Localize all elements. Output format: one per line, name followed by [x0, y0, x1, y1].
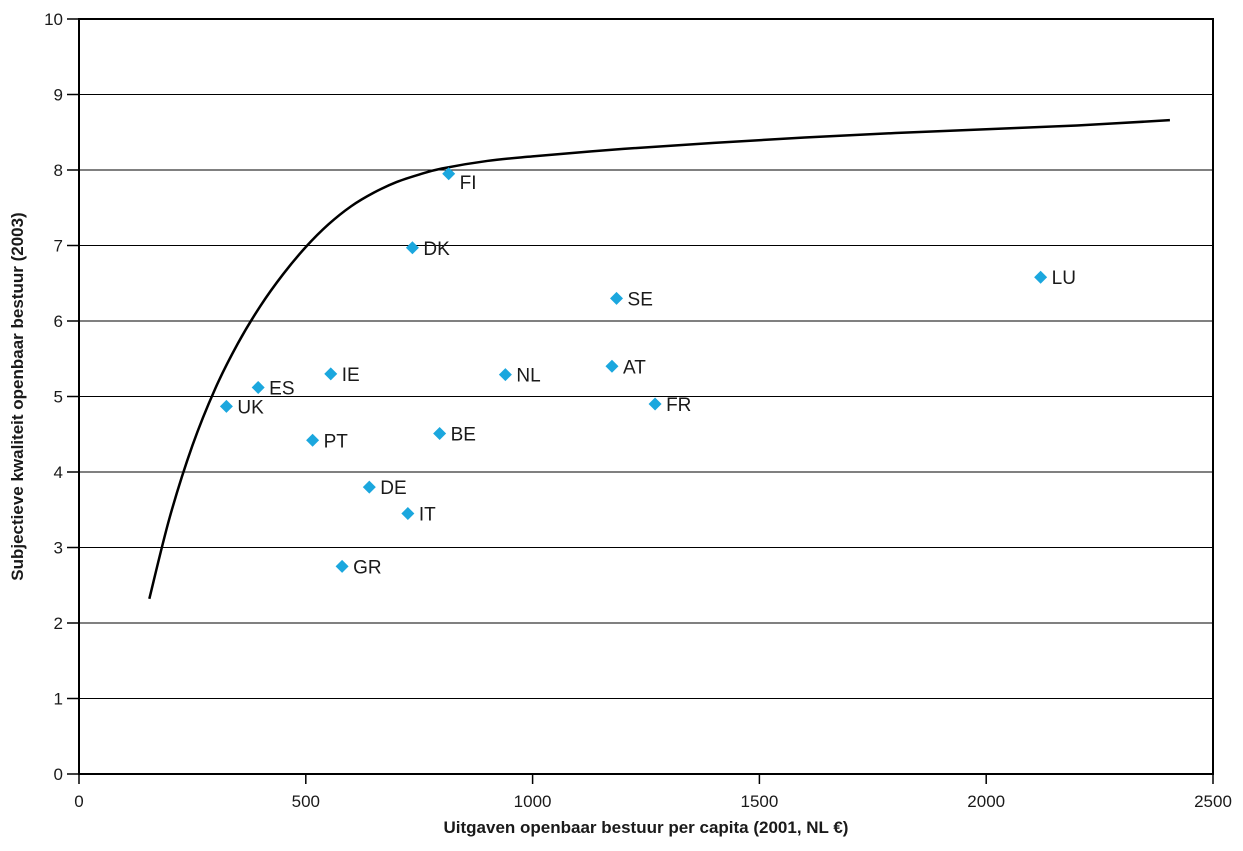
- point-label-gr: GR: [353, 557, 382, 578]
- point-label-lu: LU: [1052, 268, 1076, 289]
- y-tick-label: 3: [54, 539, 63, 558]
- y-tick-label: 10: [44, 10, 63, 29]
- data-point-gr: [335, 559, 349, 573]
- point-label-de: DE: [380, 478, 406, 499]
- y-tick-label: 5: [54, 388, 63, 407]
- x-tick-label: 0: [74, 792, 83, 811]
- y-axis-title: Subjectieve kwaliteit openbaar bestuur (…: [8, 212, 27, 580]
- point-label-it: IT: [419, 505, 436, 526]
- y-tick-label: 9: [54, 86, 63, 105]
- fitted-curve: [148, 118, 1170, 600]
- point-label-at: AT: [623, 357, 646, 378]
- y-tick-label: 1: [54, 690, 63, 709]
- data-point-be: [433, 426, 447, 440]
- point-label-se: SE: [628, 289, 653, 310]
- x-tick-label: 2500: [1194, 792, 1232, 811]
- data-point-dk: [405, 241, 419, 255]
- point-label-ie: IE: [342, 365, 360, 386]
- data-point-fr: [648, 397, 662, 411]
- data-point-pt: [306, 433, 320, 447]
- data-point-es: [251, 380, 265, 394]
- point-label-nl: NL: [516, 366, 540, 387]
- data-point-it: [401, 507, 415, 521]
- point-label-pt: PT: [324, 431, 349, 452]
- y-tick-label: 7: [54, 237, 63, 256]
- data-point-fi: [442, 167, 456, 181]
- x-tick-label: 1500: [740, 792, 778, 811]
- point-label-dk: DK: [423, 239, 450, 260]
- gridlines: [79, 94, 1213, 699]
- data-point-se: [610, 291, 624, 305]
- y-tick-label: 4: [54, 463, 63, 482]
- point-label-be: BE: [451, 424, 476, 445]
- y-tick-label: 0: [54, 765, 63, 784]
- fitted-curve-layer: [148, 118, 1170, 600]
- y-tick-label: 8: [54, 161, 63, 180]
- axis-ticks: 0 1 2 3 4 5 6 7 8 9 10 0 500 1000 1500 2000 2500: [44, 10, 1232, 811]
- data-point-ie: [324, 367, 338, 381]
- data-point-uk: [219, 399, 233, 413]
- x-tick-label: 2000: [967, 792, 1005, 811]
- point-label-es: ES: [269, 378, 294, 399]
- point-label-uk: UK: [237, 397, 264, 418]
- data-point-nl: [498, 368, 512, 382]
- data-point-at: [605, 359, 619, 373]
- x-tick-label: 500: [292, 792, 320, 811]
- y-tick-label: 2: [54, 614, 63, 633]
- point-label-fr: FR: [666, 395, 691, 416]
- x-axis-title: Uitgaven openbaar bestuur per capita (20…: [444, 818, 849, 837]
- point-label-fi: FI: [460, 173, 477, 194]
- data-point-lu: [1034, 270, 1048, 284]
- data-point-de: [362, 480, 376, 494]
- x-tick-label: 1000: [514, 792, 552, 811]
- y-tick-label: 6: [54, 312, 63, 331]
